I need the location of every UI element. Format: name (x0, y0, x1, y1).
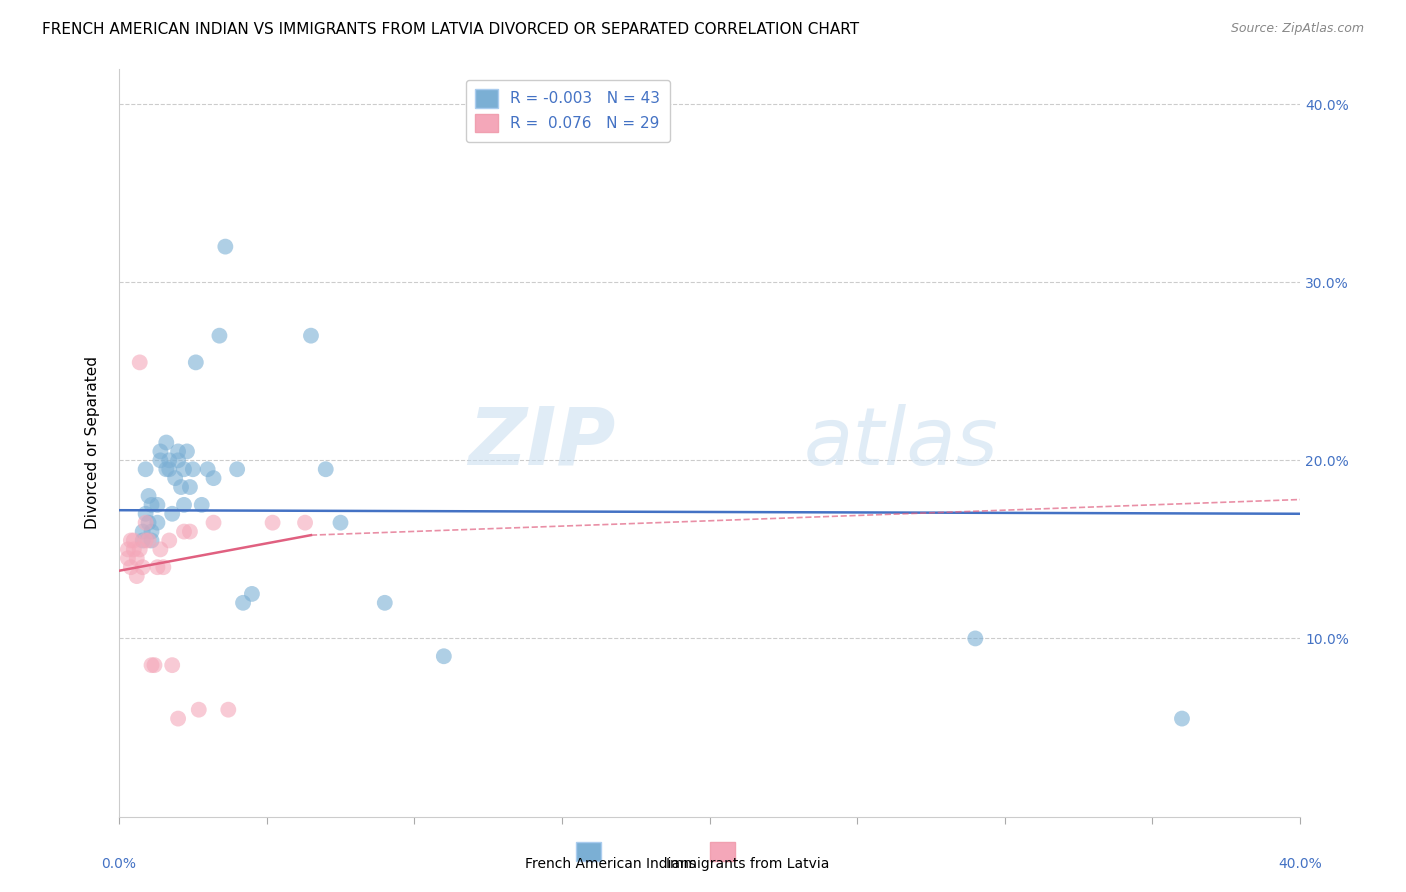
Point (135, 507, 157, 521)
Point (165, 471, 187, 485)
Point (433, 649, 456, 664)
Point (146, 498, 169, 512)
Point (157, 453, 180, 467)
Point (202, 471, 225, 485)
Point (173, 498, 195, 512)
Point (131, 524, 153, 539)
Point (143, 658, 166, 673)
Point (117, 551, 139, 566)
Text: ZIP: ZIP (468, 403, 614, 482)
Point (329, 516, 352, 530)
Point (187, 703, 209, 717)
Point (202, 516, 225, 530)
Point (190, 498, 212, 512)
Point (128, 542, 150, 557)
Point (299, 328, 322, 343)
Point (128, 355, 150, 369)
Point (226, 462, 249, 476)
Point (173, 462, 195, 476)
Text: 40.0%: 40.0% (1278, 856, 1322, 871)
Point (135, 516, 157, 530)
Point (217, 703, 239, 717)
Point (149, 542, 172, 557)
Point (965, 632, 987, 646)
Point (120, 560, 142, 574)
Point (214, 239, 236, 253)
Point (125, 569, 148, 583)
Point (125, 551, 148, 566)
Text: 0.0%: 0.0% (101, 856, 136, 871)
Point (208, 328, 231, 343)
Point (262, 516, 284, 530)
Point (176, 444, 198, 458)
Point (167, 712, 190, 726)
Legend: R = -0.003   N = 43, R =  0.076   N = 29: R = -0.003 N = 43, R = 0.076 N = 29 (467, 80, 669, 142)
Point (170, 480, 193, 494)
Point (197, 462, 219, 476)
Point (155, 435, 177, 450)
Point (240, 587, 263, 601)
Point (179, 524, 201, 539)
Point (173, 524, 195, 539)
Point (138, 516, 160, 530)
Point (155, 462, 177, 476)
Point (167, 444, 190, 458)
Point (149, 444, 172, 458)
Point (135, 533, 157, 548)
Point (141, 498, 163, 512)
Point (149, 453, 172, 467)
Text: atlas: atlas (804, 403, 998, 482)
Point (146, 516, 169, 530)
Point (131, 560, 153, 574)
Y-axis label: Divorced or Separated: Divorced or Separated (86, 356, 100, 529)
Point (135, 462, 157, 476)
Point (141, 533, 163, 548)
Point (184, 355, 207, 369)
Point (117, 542, 139, 557)
Point (374, 596, 396, 610)
Point (232, 596, 254, 610)
Point (160, 507, 183, 521)
Point (152, 560, 174, 574)
Point (1171, 712, 1194, 726)
Point (122, 542, 145, 557)
Text: French American Indians: French American Indians (524, 856, 696, 871)
Text: Source: ZipAtlas.com: Source: ZipAtlas.com (1230, 22, 1364, 36)
Point (138, 489, 160, 503)
Point (122, 533, 145, 548)
Point (146, 560, 169, 574)
Text: Immigrants from Latvia: Immigrants from Latvia (665, 856, 830, 871)
Point (294, 516, 316, 530)
Point (160, 658, 183, 673)
Point (157, 462, 180, 476)
Point (179, 480, 201, 494)
Point (181, 462, 204, 476)
Point (167, 453, 190, 467)
Point (141, 658, 163, 673)
Point (131, 533, 153, 548)
Point (120, 533, 142, 548)
Point (138, 533, 160, 548)
Point (157, 533, 180, 548)
Point (141, 524, 163, 539)
Point (315, 462, 337, 476)
Text: FRENCH AMERICAN INDIAN VS IMMIGRANTS FROM LATVIA DIVORCED OR SEPARATED CORRELATI: FRENCH AMERICAN INDIAN VS IMMIGRANTS FRO… (42, 22, 859, 37)
